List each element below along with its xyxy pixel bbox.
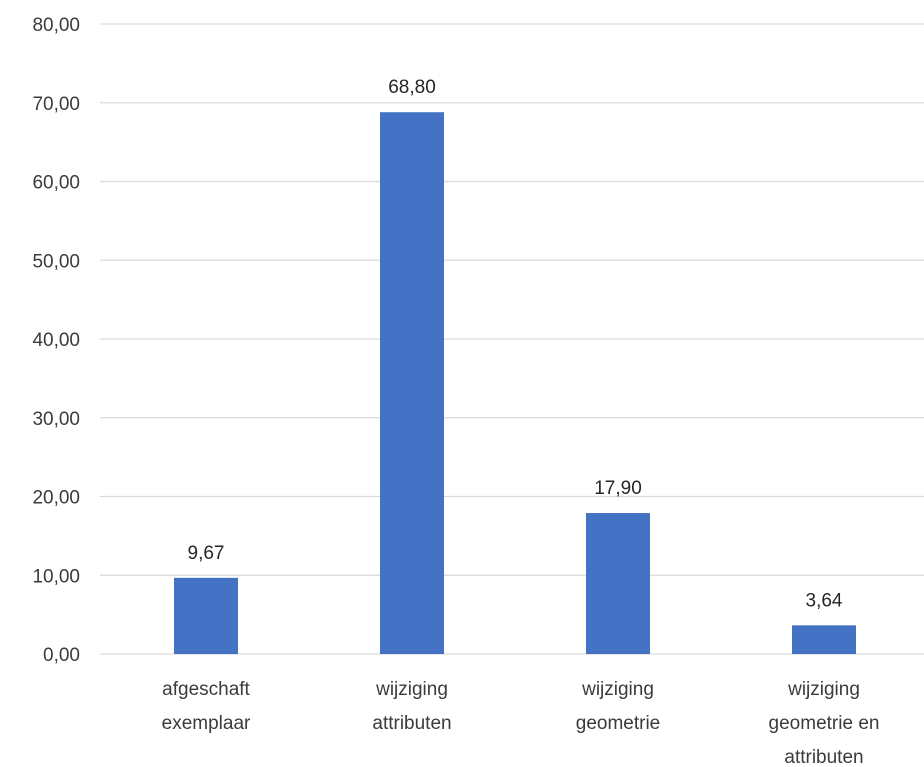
- bar: [380, 112, 444, 654]
- y-tick-label: 60,00: [32, 173, 80, 194]
- data-label: 9,67: [188, 543, 225, 564]
- data-label: 3,64: [806, 590, 843, 611]
- category-label: wijziging geometrie en attributen: [769, 679, 880, 767]
- y-tick-label: 50,00: [32, 251, 80, 272]
- y-tick-label: 70,00: [32, 94, 80, 115]
- bars: [174, 112, 856, 654]
- category-labels: afgeschaft exemplaar wijziging attributen wi…: [162, 679, 880, 767]
- y-tick-label: 20,00: [32, 488, 80, 509]
- y-tick-label: 80,00: [32, 15, 80, 36]
- bar: [792, 625, 856, 654]
- y-tick-label: 30,00: [32, 409, 80, 430]
- data-labels: 9,67 68,80 17,90 3,64: [188, 77, 843, 611]
- y-tick-label: 40,00: [32, 330, 80, 351]
- y-tick-label: 0,00: [43, 645, 80, 666]
- bar: [174, 577, 238, 654]
- y-tick-label: 10,00: [32, 566, 80, 587]
- data-label: 68,80: [388, 77, 436, 98]
- gridlines: [100, 23, 924, 655]
- y-axis-tick-labels: 0,00 10,00 20,00 30,00 40,00 50,00 60,00 70,00 8…: [32, 15, 80, 666]
- category-label: afgeschaft exemplaar: [162, 679, 251, 734]
- bar: [586, 513, 650, 654]
- category-label: wijziging geometrie: [576, 679, 661, 734]
- category-label: wijziging attributen: [372, 679, 451, 734]
- data-label: 17,90: [594, 478, 642, 499]
